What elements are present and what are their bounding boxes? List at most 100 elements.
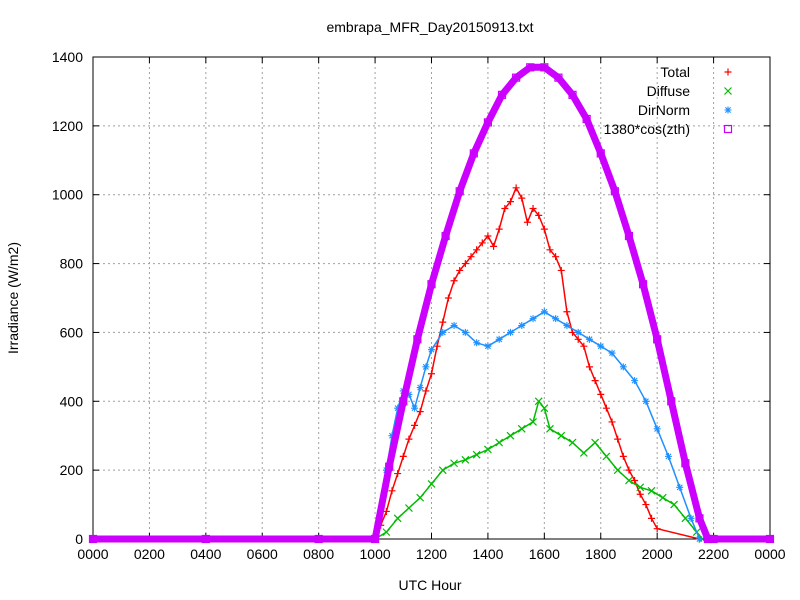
data-point (563, 308, 571, 316)
legend-marker (724, 68, 732, 76)
data-point (473, 246, 481, 254)
x-tick-label: 0000 (754, 546, 785, 562)
series-1 (371, 397, 707, 543)
x-axis-label: UTC Hour (398, 577, 461, 593)
x-tick-label: 2000 (642, 546, 673, 562)
data-point (557, 266, 565, 274)
data-point (695, 514, 704, 523)
data-point (416, 384, 424, 392)
data-point (411, 404, 419, 412)
y-tick-label: 200 (60, 462, 84, 478)
series-3 (88, 63, 775, 544)
series-line (374, 187, 700, 540)
data-point (687, 514, 695, 522)
data-point (523, 218, 531, 226)
data-point (495, 438, 504, 447)
legend-label: DirNorm (638, 102, 690, 118)
data-point (385, 462, 394, 471)
data-point (585, 363, 593, 371)
legend-label: 1380*cos(zth) (604, 121, 690, 137)
data-point (506, 431, 515, 440)
data-point (703, 534, 713, 544)
data-point (472, 450, 481, 459)
data-point (411, 421, 419, 429)
data-point (461, 328, 469, 336)
data-point (461, 455, 470, 464)
y-axis: 0 200 400 600 800 1000 1200 1400 (52, 49, 770, 547)
data-point (585, 335, 593, 343)
data-point (574, 335, 582, 343)
data-point (529, 315, 537, 323)
data-point (456, 266, 464, 274)
data-point (613, 466, 622, 475)
legend-marker (723, 124, 733, 134)
data-point (540, 404, 549, 413)
data-point (546, 246, 554, 254)
data-point (441, 231, 450, 241)
x-tick-label: 0200 (134, 546, 165, 562)
data-point (568, 438, 577, 447)
data-point (647, 486, 656, 495)
data-point (201, 534, 210, 544)
x-tick-label: 1600 (529, 546, 560, 562)
y-axis-label: Irradiance (W/m2) (5, 242, 21, 354)
data-point (427, 479, 436, 488)
data-point (416, 493, 425, 502)
x-tick-label: 0400 (190, 546, 221, 562)
data-point (88, 534, 98, 544)
data-point (591, 438, 600, 447)
data-point (439, 328, 447, 336)
data-point (534, 397, 543, 406)
data-point (518, 194, 526, 202)
data-point (399, 397, 408, 406)
data-point (512, 73, 521, 82)
data-point (399, 452, 407, 460)
data-point (497, 90, 507, 99)
data-point (394, 470, 402, 478)
data-point (709, 534, 718, 544)
data-point (314, 534, 323, 544)
data-point (624, 231, 634, 241)
data-point (490, 242, 498, 250)
data-point (653, 335, 662, 344)
x-tick-label: 1800 (585, 546, 616, 562)
data-point (478, 239, 486, 247)
data-point (574, 328, 582, 336)
data-point (597, 342, 605, 350)
data-point (631, 377, 639, 385)
x-tick-label: 1000 (360, 546, 391, 562)
data-point (540, 225, 548, 233)
data-point (667, 397, 676, 406)
data-point (394, 404, 402, 412)
data-point (393, 514, 402, 523)
data-point (557, 431, 566, 440)
legend-label: Diffuse (647, 83, 691, 99)
data-point (467, 253, 475, 261)
data-point (653, 425, 661, 433)
data-point (526, 63, 535, 72)
data-point (422, 363, 430, 371)
data-point (518, 322, 526, 330)
data-point (388, 432, 396, 440)
data-point (428, 370, 435, 378)
y-tick-label: 800 (60, 256, 84, 272)
data-point (405, 390, 413, 398)
data-point (413, 335, 422, 344)
data-point (602, 452, 611, 461)
data-point (529, 204, 537, 212)
legend-marker (724, 87, 732, 95)
data-point (529, 418, 537, 426)
legend-label: Total (660, 64, 690, 80)
x-axis: 0000 0200 0400 0600 0800 1000 1200 1400 1600 1800… (77, 57, 786, 562)
data-point (455, 187, 464, 196)
data-point (614, 435, 622, 443)
data-point (625, 476, 633, 485)
data-point (450, 322, 458, 330)
data-point (416, 408, 424, 416)
data-point (483, 118, 493, 127)
data-point (535, 211, 543, 219)
data-point (591, 377, 599, 385)
data-point (676, 483, 684, 491)
data-point (619, 452, 627, 460)
data-point (648, 514, 656, 522)
